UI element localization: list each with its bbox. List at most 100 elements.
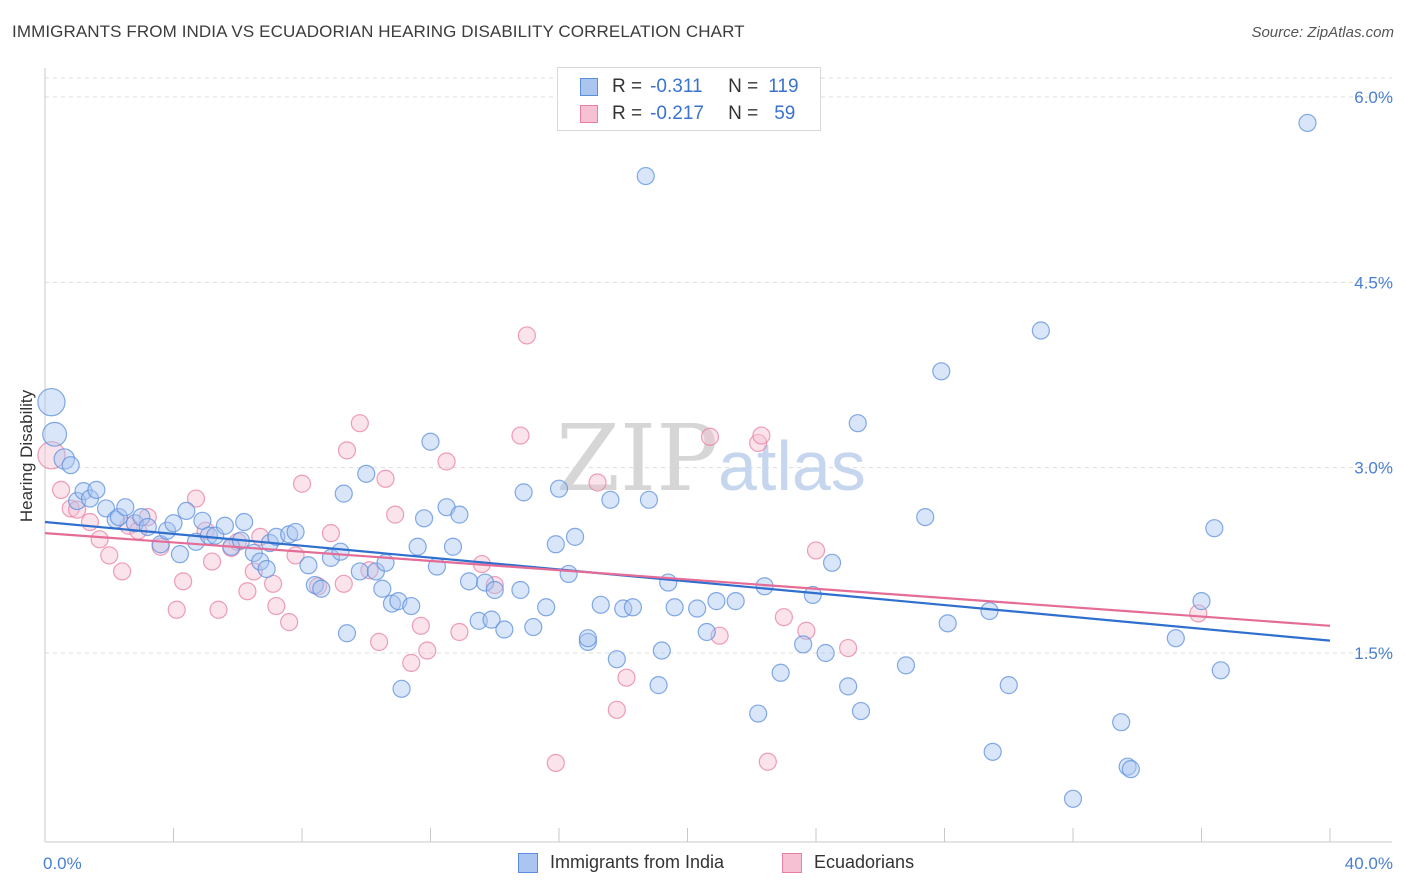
ecuadorian-point-6 bbox=[100, 546, 119, 565]
ecuadorian-point-32 bbox=[350, 414, 369, 433]
legend-n-value-ecuadorians: 59 bbox=[774, 103, 796, 124]
ecuadorian-point-4 bbox=[80, 512, 100, 532]
india-point-112 bbox=[1192, 592, 1211, 611]
ecuadorian-point-45 bbox=[517, 326, 536, 345]
india-point-94 bbox=[816, 643, 835, 663]
india-point-81 bbox=[649, 676, 668, 695]
ecuadorian-point-33 bbox=[360, 561, 379, 580]
legend-r-label: R = bbox=[612, 103, 643, 124]
ecuadorian-point-29 bbox=[321, 524, 341, 543]
india-point-110 bbox=[1121, 760, 1140, 779]
india-point-85 bbox=[688, 599, 707, 618]
india-point-95 bbox=[822, 553, 842, 572]
india-point-103 bbox=[980, 601, 999, 621]
ecuadorian-point-7 bbox=[112, 562, 132, 581]
india-point-62 bbox=[485, 580, 504, 600]
ecuadorian-point-38 bbox=[411, 616, 430, 635]
india-point-56 bbox=[443, 537, 463, 556]
ecuadorian-point-20 bbox=[238, 582, 257, 601]
ecuadorian-point-37 bbox=[402, 653, 421, 672]
india-point-19 bbox=[177, 501, 196, 521]
legend-row-india: R = -0.311 N = 119 bbox=[580, 74, 799, 100]
india-point-67 bbox=[537, 598, 556, 617]
india-point-42 bbox=[350, 562, 369, 581]
chart-title: IMMIGRANTS FROM INDIA VS ECUADORIAN HEAR… bbox=[12, 22, 745, 41]
ecuadorian-point-47 bbox=[588, 473, 607, 492]
ecuadorian-point-24 bbox=[267, 596, 286, 616]
india-point-17 bbox=[164, 514, 183, 533]
ecuadorian-point-46 bbox=[546, 753, 565, 773]
legend-r-label: R = bbox=[612, 76, 643, 97]
india-point-93 bbox=[803, 585, 822, 605]
india-point-111 bbox=[1166, 629, 1185, 648]
india-point-23 bbox=[206, 526, 225, 545]
ecuadorian-point-57 bbox=[806, 541, 826, 560]
india-point-35 bbox=[299, 556, 318, 575]
ecuadorian-point-36 bbox=[386, 505, 405, 524]
india-point-13 bbox=[132, 507, 151, 527]
india-point-69 bbox=[549, 479, 569, 498]
correlation-legend: R = -0.311 N = 119 R = -0.217 N = 59 bbox=[557, 67, 821, 131]
india-point-39 bbox=[331, 542, 350, 561]
india-point-18 bbox=[170, 545, 190, 564]
india-point-99 bbox=[896, 656, 916, 675]
ecuadorian-point-13 bbox=[174, 572, 193, 591]
india-point-109 bbox=[1118, 757, 1137, 776]
watermark-zip: ZIP bbox=[556, 405, 718, 512]
india-point-97 bbox=[848, 414, 867, 433]
india-point-73 bbox=[578, 629, 598, 648]
india-point-89 bbox=[749, 704, 768, 723]
ecuadorian-point-44 bbox=[511, 426, 530, 445]
y-tick-label-0: 1.5% bbox=[1354, 644, 1393, 663]
india-point-50 bbox=[402, 596, 421, 616]
ecuadorian-point-31 bbox=[337, 441, 357, 460]
india-point-102 bbox=[938, 614, 957, 633]
india-point-108 bbox=[1112, 713, 1131, 732]
ecuadorian-point-1 bbox=[51, 480, 71, 500]
india-point-68 bbox=[546, 535, 565, 554]
legend-swatch-india bbox=[580, 78, 598, 96]
india-point-84 bbox=[665, 598, 684, 617]
india-point-64 bbox=[511, 580, 530, 600]
watermark-atlas: atlas bbox=[718, 427, 866, 505]
legend-label-ecuadorians: Ecuadorians bbox=[814, 852, 915, 872]
y-tick-label-2: 4.5% bbox=[1354, 273, 1393, 292]
india-point-58 bbox=[459, 572, 479, 591]
india-point-114 bbox=[1211, 661, 1230, 680]
india-point-43 bbox=[357, 464, 376, 483]
ecuadorian-point-14 bbox=[186, 489, 206, 508]
india-point-37 bbox=[312, 579, 331, 598]
ecuadorian-point-0 bbox=[37, 441, 66, 470]
legend-row-ecuadorians: R = -0.217 N = 59 bbox=[580, 101, 795, 127]
india-point-82 bbox=[652, 641, 671, 660]
ecuadorian-point-54 bbox=[758, 752, 777, 771]
india-point-70 bbox=[559, 564, 578, 584]
ecuadorian-point-58 bbox=[839, 638, 858, 658]
india-point-88 bbox=[726, 592, 745, 611]
india-point-7 bbox=[87, 480, 106, 500]
india-point-105 bbox=[999, 676, 1018, 695]
india-point-11 bbox=[116, 498, 135, 517]
india-point-78 bbox=[623, 598, 642, 617]
x-tick-label-1: 40.0% bbox=[1345, 854, 1393, 873]
legend-swatch-ecuadorians bbox=[580, 105, 598, 123]
india-point-75 bbox=[601, 490, 620, 509]
y-tick-label-3: 6.0% bbox=[1354, 88, 1393, 107]
ecuadorian-point-49 bbox=[617, 668, 636, 687]
india-point-91 bbox=[771, 663, 790, 682]
india-point-3 bbox=[61, 456, 80, 475]
ecuadorian-point-5 bbox=[90, 530, 109, 549]
ecuadorian-point-50 bbox=[700, 427, 720, 446]
legend-label-india: Immigrants from India bbox=[550, 852, 725, 872]
trend-lines bbox=[44, 520, 1331, 642]
india-point-100 bbox=[916, 507, 935, 527]
ecuadorian-point-56 bbox=[797, 621, 816, 640]
india-point-27 bbox=[235, 512, 254, 532]
india-point-87 bbox=[707, 592, 726, 611]
ecuadorian-point-27 bbox=[292, 474, 312, 493]
india-point-63 bbox=[495, 620, 514, 639]
india-point-60 bbox=[476, 573, 495, 592]
legend-item-india: Immigrants from India bbox=[518, 852, 724, 873]
india-trend-line bbox=[44, 520, 1331, 642]
ecuadorian-point-55 bbox=[774, 608, 793, 627]
